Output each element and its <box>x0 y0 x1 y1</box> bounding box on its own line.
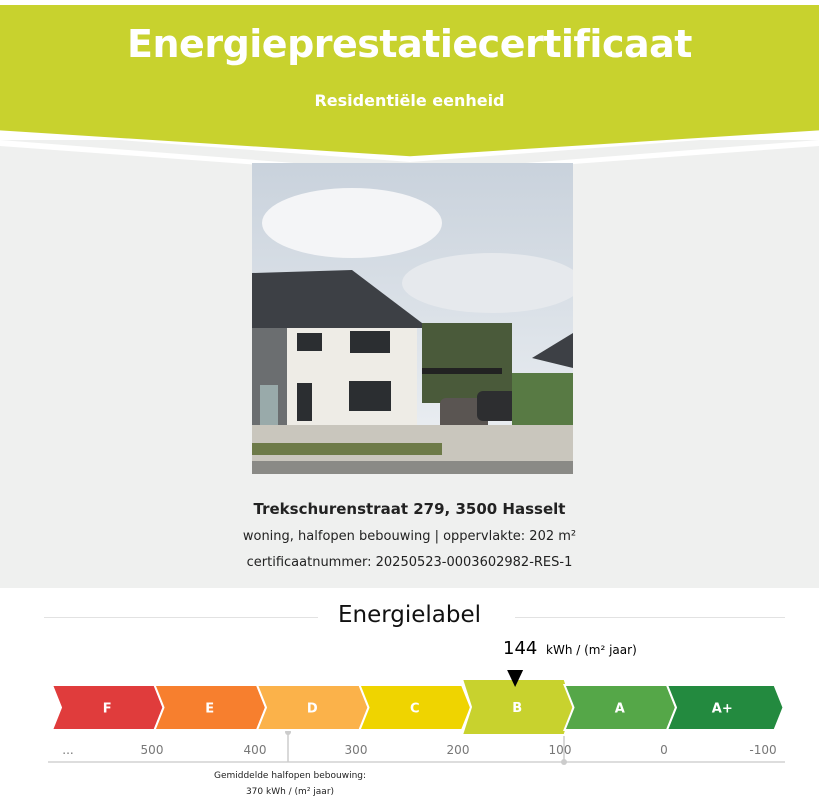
header-banner <box>0 0 819 176</box>
energy-class-B <box>460 678 575 736</box>
scale-tick: 200 <box>446 743 470 757</box>
property-address: Trekschurenstraat 279, 3500 Hasselt <box>253 500 566 518</box>
scale-tick: -100 <box>749 743 777 757</box>
page-title: Energieprestatiecertificaat <box>127 22 692 66</box>
scale-tick: 400 <box>243 743 267 757</box>
page-subtitle: Residentiële eenheid <box>314 91 505 110</box>
energy-class-label: D <box>307 702 318 717</box>
energy-class-label: B <box>512 701 522 716</box>
average-label: Gemiddelde halfopen bebouwing: <box>213 771 367 781</box>
scale-tick: 500 <box>140 743 164 757</box>
certificate-number: certificaatnummer: 20250523-0003602982-R… <box>246 555 573 570</box>
property-description: woning, halfopen bebouwing | oppervlakte… <box>242 529 577 544</box>
reference-dot <box>561 759 567 765</box>
average-value: 370 kWh / (m² jaar) <box>245 787 335 797</box>
scale-tick: 0 <box>660 743 668 757</box>
average-annotation: Gemiddelde halfopen bebouwing: 370 kWh /… <box>0 768 580 800</box>
scale-tick: ... <box>62 743 74 757</box>
property-photo <box>252 163 573 474</box>
energy-value: 144 <box>503 638 538 659</box>
divider <box>44 617 318 618</box>
current-value-marker <box>507 670 524 687</box>
energy-class-label: A <box>615 702 625 717</box>
energy-class-label: E <box>205 702 214 717</box>
scale-tick: 300 <box>344 743 368 757</box>
energy-class-A+ <box>665 684 785 731</box>
divider <box>515 617 785 618</box>
energy-class-C <box>358 684 473 731</box>
energy-class-label: C <box>410 702 420 717</box>
energy-class-label: F <box>103 702 112 717</box>
energielabel-title: Energielabel <box>337 602 482 628</box>
energy-class-label: A+ <box>712 702 733 717</box>
energy-label-scale: F E D C B A A+ <box>48 670 785 765</box>
scale-tick: 100 <box>548 743 572 757</box>
energy-unit: kWh / (m² jaar) <box>546 643 637 657</box>
